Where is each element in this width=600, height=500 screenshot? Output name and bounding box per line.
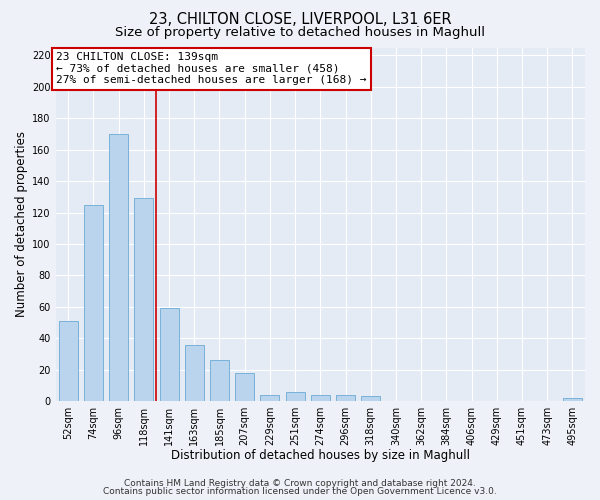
Bar — [134, 198, 154, 401]
Bar — [336, 395, 355, 401]
Bar — [84, 204, 103, 401]
Bar — [235, 373, 254, 401]
Bar — [563, 398, 582, 401]
Bar — [59, 321, 78, 401]
Bar — [260, 395, 280, 401]
Bar — [311, 395, 330, 401]
Y-axis label: Number of detached properties: Number of detached properties — [15, 132, 28, 318]
Bar — [160, 308, 179, 401]
Bar — [185, 344, 204, 401]
Bar — [286, 392, 305, 401]
Bar — [361, 396, 380, 401]
Text: 23 CHILTON CLOSE: 139sqm
← 73% of detached houses are smaller (458)
27% of semi-: 23 CHILTON CLOSE: 139sqm ← 73% of detach… — [56, 52, 367, 86]
Text: Contains public sector information licensed under the Open Government Licence v3: Contains public sector information licen… — [103, 487, 497, 496]
Text: 23, CHILTON CLOSE, LIVERPOOL, L31 6ER: 23, CHILTON CLOSE, LIVERPOOL, L31 6ER — [149, 12, 451, 28]
Text: Size of property relative to detached houses in Maghull: Size of property relative to detached ho… — [115, 26, 485, 39]
Bar — [109, 134, 128, 401]
X-axis label: Distribution of detached houses by size in Maghull: Distribution of detached houses by size … — [171, 450, 470, 462]
Text: Contains HM Land Registry data © Crown copyright and database right 2024.: Contains HM Land Registry data © Crown c… — [124, 478, 476, 488]
Bar — [210, 360, 229, 401]
